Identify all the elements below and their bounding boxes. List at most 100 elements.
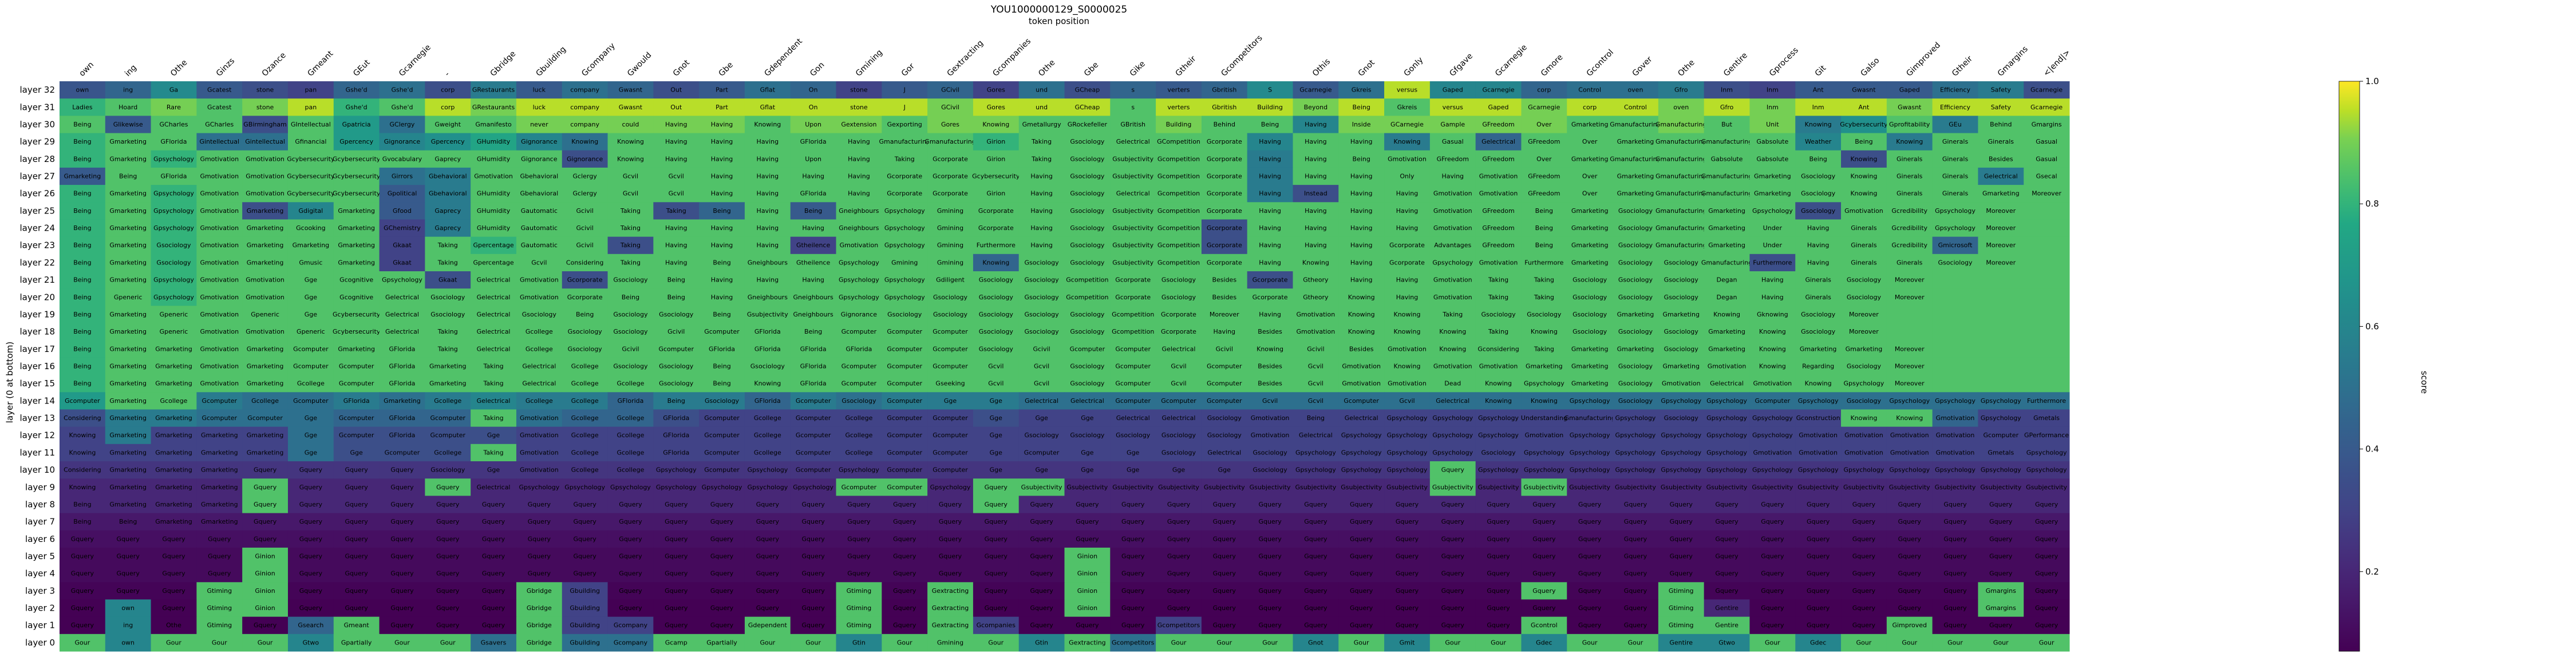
- cell-label: Gflat: [760, 104, 776, 111]
- cell-label: Gelectrical: [385, 311, 419, 318]
- heatmap-cell: [836, 116, 882, 134]
- heatmap-cell: [744, 98, 791, 116]
- heatmap-cell: [1247, 513, 1293, 531]
- cell-label: Gmargins: [1986, 587, 2016, 595]
- heatmap-cell: [1293, 150, 1339, 168]
- heatmap-cell: [1064, 185, 1111, 203]
- cell-label: stone: [256, 86, 274, 94]
- cell-label: Gsociology: [1207, 414, 1242, 422]
- heatmap-cell: [1475, 496, 1522, 514]
- heatmap-cell: [151, 496, 197, 514]
- cell-label: Gelectrical: [1116, 414, 1150, 422]
- cell-label: Having: [1305, 155, 1327, 163]
- heatmap-cell: [1749, 565, 1796, 583]
- cell-label: Gextracting: [932, 622, 969, 629]
- heatmap-cell: [1795, 306, 1842, 324]
- cell-label: Gcompetition: [1157, 173, 1200, 180]
- cell-label: Gmarketing: [1571, 155, 1609, 163]
- heatmap-cell: [1978, 582, 2024, 600]
- heatmap-cell: [1247, 530, 1293, 548]
- heatmap-cell: [1201, 306, 1248, 324]
- heatmap-cell: [973, 323, 1020, 341]
- heatmap-cell: [1429, 513, 1476, 531]
- heatmap-cell: [516, 323, 563, 341]
- heatmap-cell: [1338, 496, 1385, 514]
- cell-label: Gour: [1765, 639, 1780, 646]
- cell-label: Instead: [1304, 190, 1327, 197]
- heatmap-cell: [1932, 219, 1978, 238]
- y-tick-label: layer 28: [20, 154, 56, 164]
- cell-label: Gcompany: [614, 639, 648, 646]
- cell-label: Gpsychology: [747, 484, 788, 491]
- heatmap-cell: [1156, 496, 1202, 514]
- cell-label: GCharles: [159, 121, 188, 128]
- heatmap-cell: [562, 496, 609, 514]
- cell-label: Hoard: [118, 104, 137, 111]
- cell-label: Gquery: [482, 622, 505, 629]
- cell-label: Gmarketing: [1708, 328, 1745, 335]
- cell-label: Gcomputer: [1024, 449, 1060, 456]
- heatmap-cell: [1978, 288, 2024, 306]
- cell-label: Gmotivation: [200, 276, 239, 284]
- heatmap-cell: [1567, 150, 1613, 168]
- heatmap-cell: [653, 81, 700, 99]
- cell-label: Gsubjectivity: [1112, 173, 1153, 180]
- cell-label: Gsociology: [1025, 276, 1060, 284]
- cell-label: Gquery: [710, 518, 734, 525]
- heatmap-cell: [1201, 219, 1248, 238]
- heatmap-cell: [242, 219, 289, 238]
- heatmap-cell: [607, 530, 654, 548]
- heatmap-cell: [1886, 98, 1933, 116]
- cell-label: Gmarketing: [1571, 207, 1609, 215]
- cell-label: Gquery: [162, 535, 185, 543]
- heatmap-cell: [1156, 392, 1202, 410]
- heatmap-cell: [836, 392, 882, 410]
- cell-label: Gquery: [619, 501, 642, 508]
- cell-label: Being: [667, 397, 685, 405]
- cell-label: Gquery: [1898, 518, 1922, 525]
- heatmap-cell: [1338, 167, 1385, 185]
- heatmap-cell: [287, 271, 334, 289]
- cell-label: GHumidity: [477, 190, 511, 197]
- heatmap-cell: [744, 426, 791, 445]
- heatmap-cell: [699, 254, 745, 272]
- cell-label: pan: [305, 104, 317, 111]
- heatmap-cell: [790, 426, 837, 445]
- heatmap-cell: [1704, 392, 1750, 410]
- heatmap-cell: [1841, 513, 1887, 531]
- cell-label: Having: [802, 173, 824, 180]
- cell-label: Knowing: [1805, 380, 1832, 387]
- cell-label: Gge: [1035, 414, 1048, 422]
- cell-label: Gcvil: [988, 380, 1003, 387]
- cell-label: Gour: [1993, 639, 2009, 646]
- cell-label: Having: [1350, 207, 1373, 215]
- cell-label: Gquery: [1304, 501, 1327, 508]
- x-tick-label: Gbuilding: [534, 45, 568, 78]
- heatmap-cell: [151, 461, 197, 479]
- heatmap-cell: [973, 288, 1020, 306]
- heatmap-cell: [2024, 185, 2070, 203]
- cell-label: Gquery: [1807, 604, 1830, 612]
- cell-label: Having: [1441, 173, 1464, 180]
- heatmap-cell: [744, 271, 791, 289]
- heatmap-cell: [1658, 288, 1705, 306]
- heatmap-cell: [1338, 375, 1385, 393]
- cell-label: Gcollege: [160, 397, 188, 405]
- y-tick-label: layer 9: [25, 482, 55, 492]
- cell-label: Gelectrical: [1299, 432, 1333, 439]
- cell-label: Gignorance: [841, 311, 878, 318]
- cell-label: Gquery: [299, 466, 323, 474]
- cell-label: Gmarketing: [155, 449, 192, 456]
- cell-label: Gentire: [1669, 639, 1693, 646]
- heatmap-cell: [425, 392, 471, 410]
- cell-label: GFlorida: [800, 345, 827, 353]
- heatmap-cell: [1384, 409, 1431, 428]
- cell-label: Gquery: [801, 604, 825, 612]
- cell-label: Having: [1259, 173, 1281, 180]
- cell-label: Gsociology: [1025, 432, 1060, 439]
- heatmap-cell: [1110, 565, 1156, 583]
- cell-label: Gample: [1440, 121, 1465, 128]
- heatmap-cell: [1932, 599, 1978, 618]
- heatmap-cell: [653, 150, 700, 168]
- cell-label: Gge: [305, 294, 318, 301]
